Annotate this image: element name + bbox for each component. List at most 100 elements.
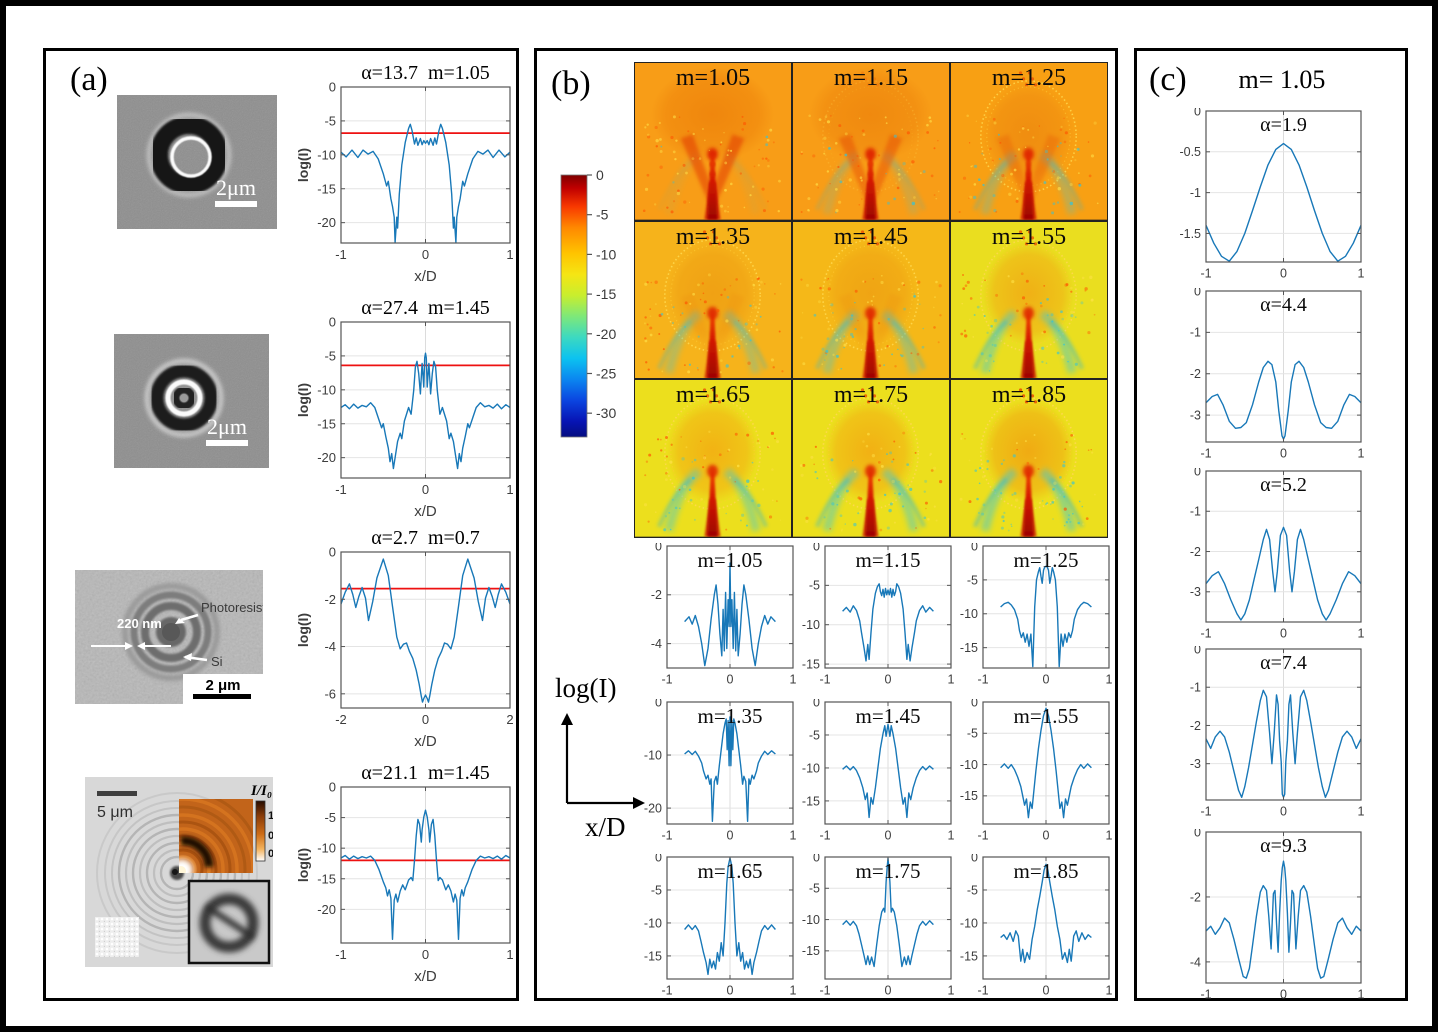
svg-text:0: 0 [655,854,662,864]
gap-width-label: 220 nm [117,616,162,631]
svg-text:0: 0 [813,699,820,709]
svg-text:-25: -25 [596,365,616,381]
svg-text:log(I): log(I) [297,613,311,647]
svg-text:-10: -10 [644,748,662,762]
svg-text:-10: -10 [317,382,336,397]
plot-a1: -1 0 1 0 -5 -10 -15 -20 α=13.7 m=1.05 x/D log(I) [295,62,523,289]
svg-text:-3: -3 [1190,757,1201,771]
svg-text:-1: -1 [977,673,988,687]
photo-inset [187,879,271,965]
svg-text:x/D: x/D [414,733,437,750]
svg-text:-1: -1 [1200,267,1211,281]
svg-text:-10: -10 [644,916,662,930]
svg-text:m=1.15: m=1.15 [856,548,921,572]
heatmap-grid: m=1.05 m=1.15 m=1.25 m=1.35 m=1.45 m=1.5… [634,62,1108,538]
svg-text:-5: -5 [651,883,662,897]
svg-text:-0.5: -0.5 [1179,145,1201,159]
svg-text:-5: -5 [967,883,978,897]
svg-text:-10: -10 [596,246,616,262]
plot-b2: -1 0 1 0 -5 -10 -15 m=1.15 [795,539,955,689]
svg-text:0: 0 [655,699,662,709]
svg-text:m=1.75: m=1.75 [856,859,921,883]
svg-text:-5: -5 [809,882,820,896]
svg-text:-1: -1 [1200,988,1211,1002]
svg-text:0: 0 [1280,447,1287,461]
svg-text:1: 1 [506,247,513,262]
svg-text:-5: -5 [596,207,609,223]
svg-text:-15: -15 [960,641,978,655]
annotation-photoresist: Photoresist [201,600,263,615]
svg-text:-15: -15 [802,794,820,808]
panel-c-label: (c) [1149,61,1187,98]
svg-text:-10: -10 [960,758,978,772]
heatmap-tile: m=1.15 [793,63,949,220]
svg-text:1: 1 [948,984,955,998]
svg-text:-15: -15 [317,181,336,196]
heatmap-tile: m=1.75 [793,380,949,537]
heatmap-label: m=1.25 [991,65,1067,91]
scalebar-label: 2 μm [205,677,240,694]
svg-text:1: 1 [790,829,797,843]
svg-text:0: 0 [1194,288,1201,298]
svg-text:-1: -1 [819,673,830,687]
svg-text:-1: -1 [1190,186,1201,200]
svg-text:α=1.9: α=1.9 [1260,114,1307,136]
svg-text:1: 1 [948,829,955,843]
svg-text:0: 0 [727,984,734,998]
plot-c2: -1 0 1 0 -1 -2 -3 α=4.4 [1175,284,1366,461]
svg-text:-20: -20 [317,450,336,465]
svg-text:m=1.05: m=1.05 [698,548,763,572]
svg-text:-15: -15 [960,789,978,803]
svg-text:-5: -5 [809,579,820,593]
svg-text:-1: -1 [335,247,347,262]
svg-text:1: 1 [948,673,955,687]
svg-text:1: 1 [506,947,513,962]
svg-text:-2: -2 [1190,890,1201,904]
plot-c1: -1 0 1 0 -0.5 -1 -1.5 α=1.9 [1175,104,1366,281]
svg-text:0: 0 [727,673,734,687]
svg-text:-1: -1 [661,673,672,687]
svg-text:0: 0 [1194,108,1201,118]
svg-text:m=1.55: m=1.55 [1014,704,1079,728]
svg-text:2: 2 [506,712,513,727]
svg-text:-1: -1 [1190,505,1201,519]
svg-text:0: 0 [1280,988,1287,1002]
svg-text:-5: -5 [324,348,336,363]
svg-text:0: 0 [329,545,336,560]
svg-text:x/D: x/D [414,268,437,285]
svg-text:0: 0 [1194,468,1201,478]
svg-text:-10: -10 [802,761,820,775]
plot-b3: -1 0 1 0 -5 -10 -15 m=1.25 [953,539,1113,689]
svg-text:α=5.2: α=5.2 [1260,474,1307,496]
heatmap-label: m=1.55 [991,223,1067,250]
svg-text:1: 1 [1358,627,1365,641]
svg-text:-1: -1 [819,829,830,843]
svg-text:0: 0 [1043,673,1050,687]
heatmap-label: m=1.75 [833,382,909,409]
svg-text:α=9.3: α=9.3 [1260,835,1307,857]
plot-b8: -1 0 1 0 -5 -10 -15 m=1.75 [795,850,955,1000]
svg-text:-2: -2 [1190,545,1201,559]
scalebar-label: 5 μm [97,804,133,821]
svg-text:-15: -15 [644,949,662,963]
svg-text:1: 1 [1106,829,1113,843]
svg-text:-3: -3 [1190,585,1201,599]
svg-text:0: 0 [596,169,604,183]
svg-text:-1: -1 [1190,681,1201,695]
axis-note-ylabel: log(I) [555,673,616,703]
annotation-si: Si [211,654,223,669]
heatmap-tile: m=1.85 [951,380,1107,537]
plot-b7: -1 0 1 0 -5 -10 -15 m=1.65 [637,850,797,1000]
heatmap-tile: m=1.05 [635,63,791,220]
svg-text:0: 0 [422,482,429,497]
svg-text:0: 0 [329,315,336,330]
svg-text:-15: -15 [317,871,336,886]
heatmap-tile: m=1.45 [793,221,949,379]
svg-text:log(I): log(I) [297,148,311,182]
svg-text:-2: -2 [651,588,662,602]
heatmap-label: m=1.35 [675,223,751,250]
svg-text:-10: -10 [960,607,978,621]
svg-text:0: 0 [727,829,734,843]
svg-text:log(I): log(I) [297,383,311,417]
svg-text:0: 0 [1043,829,1050,843]
